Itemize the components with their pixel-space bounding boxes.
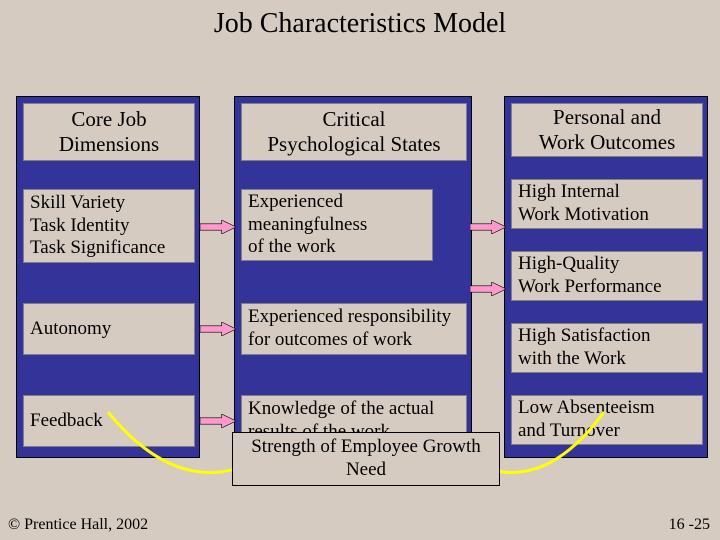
outcomes-box-1: High-QualityWork Performance <box>511 251 703 301</box>
page-number: 16 -25 <box>669 516 710 534</box>
copyright-text: © Prentice Hall, 2002 <box>8 516 148 534</box>
core-job-box-1: Autonomy <box>23 303 195 355</box>
arrow-2 <box>200 414 236 428</box>
core-job-box-0: Skill VarietyTask IdentityTask Significa… <box>23 189 195 263</box>
outcomes-box-0: High InternalWork Motivation <box>511 179 703 229</box>
arrow-3 <box>470 220 506 234</box>
core-job-column: Core JobDimensions Skill VarietyTask Iden… <box>16 96 200 458</box>
outcomes-box-3: Low Absenteeismand Turnover <box>511 395 703 445</box>
diagram-area: Core JobDimensions Skill VarietyTask Iden… <box>0 46 720 466</box>
psych-states-column: CriticalPsychological States Experiencedm… <box>234 96 472 458</box>
arrow-0 <box>200 220 236 234</box>
page-title: Job Characteristics Model <box>0 0 720 46</box>
outcomes-box-2: High Satisfactionwith the Work <box>511 323 703 373</box>
core-job-box-2: Feedback <box>23 395 195 447</box>
outcomes-header: Personal andWork Outcomes <box>511 103 703 157</box>
psych-states-header: CriticalPsychological States <box>241 103 467 161</box>
arrow-4 <box>470 282 506 296</box>
strength-box: Strength of Employee GrowthNeed <box>232 432 500 486</box>
core-job-header: Core JobDimensions <box>23 103 195 161</box>
psych-states-box-0: Experiencedmeaningfulnessof the work <box>241 189 433 261</box>
arrow-1 <box>200 322 236 336</box>
psych-states-box-1: Experienced responsibilityfor outcomes o… <box>241 303 467 355</box>
outcomes-column: Personal andWork Outcomes High InternalWo… <box>504 96 708 458</box>
